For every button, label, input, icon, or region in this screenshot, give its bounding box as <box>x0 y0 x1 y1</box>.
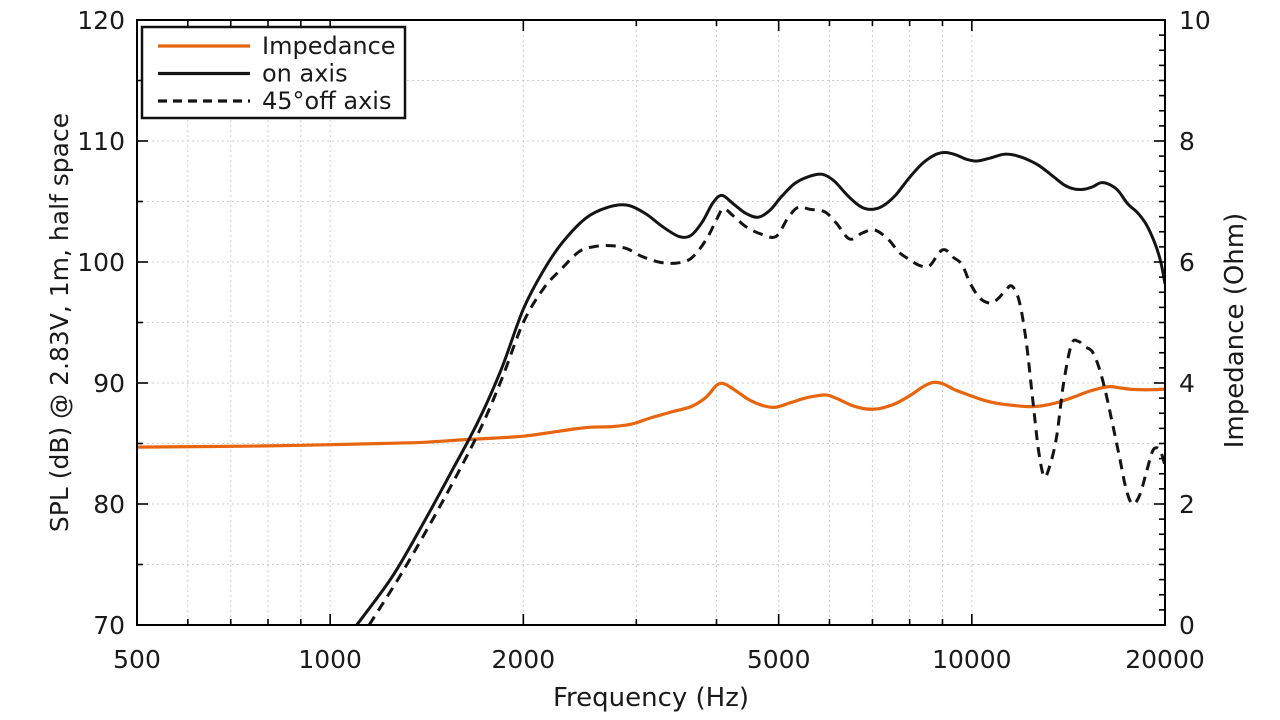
legend-label-0: Impedance <box>262 32 396 60</box>
curve-on-axis <box>355 150 1165 625</box>
yright-tick-label: 2 <box>1179 490 1195 519</box>
x-tick-label: 5000 <box>747 645 811 674</box>
x-tick-label: 20000 <box>1125 645 1205 674</box>
legend-label-2: 45°off axis <box>262 87 391 115</box>
yright-tick-label: 8 <box>1179 127 1195 156</box>
x-tick-label: 1000 <box>298 645 362 674</box>
yleft-tick-label: 110 <box>77 127 125 156</box>
x-axis-title: Frequency (Hz) <box>553 683 749 713</box>
yright-tick-label: 10 <box>1179 6 1211 35</box>
x-tick-label: 10000 <box>932 645 1012 674</box>
curve-impedance <box>137 380 1165 449</box>
yleft-axis-title: SPL (dB) @ 2.83V, 1m, half space <box>45 113 74 532</box>
yright-tick-label: 4 <box>1179 369 1195 398</box>
yright-tick-label: 0 <box>1179 611 1195 640</box>
yright-tick-label: 6 <box>1179 248 1195 277</box>
legend-label-1: on axis <box>262 60 348 88</box>
axis-tick-labels: 500 1000 2000 5000 10000 20000708090100110120… <box>77 6 1211 674</box>
yleft-tick-label: 90 <box>93 369 125 398</box>
yleft-tick-label: 70 <box>93 611 125 640</box>
axis-titles: Frequency (Hz) SPL (dB) @ 2.83V, 1m, half… <box>45 113 1250 713</box>
x-tick-label: 2000 <box>492 645 556 674</box>
data-curves <box>137 150 1165 625</box>
axis-ticks <box>136 19 1166 626</box>
yleft-tick-label: 80 <box>93 490 125 519</box>
yright-axis-title: Impedance (Ohm) <box>1220 213 1250 449</box>
x-tick-label: 500 <box>113 645 161 674</box>
yleft-tick-label: 120 <box>77 6 125 35</box>
curve-45-off-axis <box>367 205 1165 625</box>
yleft-tick-label: 100 <box>77 248 125 277</box>
